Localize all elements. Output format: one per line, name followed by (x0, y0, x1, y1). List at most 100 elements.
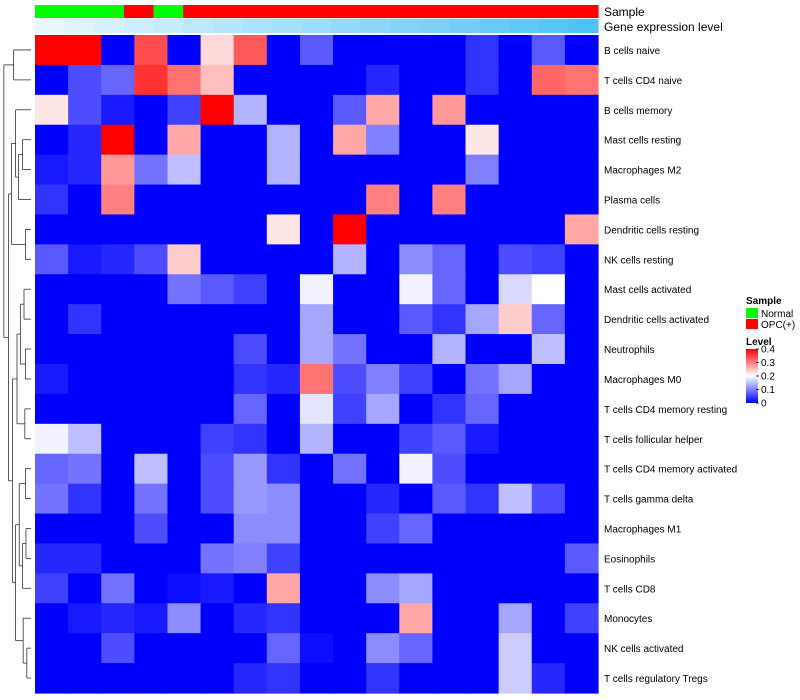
heatmap-cell (167, 543, 202, 574)
heatmap-cell (134, 35, 169, 66)
heatmap-cell (399, 633, 434, 664)
heatmap-cell (68, 64, 102, 96)
heatmap-cell (465, 663, 500, 694)
heatmap-cell (366, 483, 400, 515)
annotation-label-expression: Gene expression level (604, 20, 723, 34)
heatmap-cell (167, 124, 202, 156)
heatmap-cell (101, 483, 135, 515)
row-label: Mast cells resting (604, 136, 681, 147)
heatmap-cell (531, 244, 566, 275)
heatmap-cell (399, 124, 434, 156)
legend-level-tick-label: 0.1 (761, 385, 775, 396)
heatmap-cell (266, 603, 301, 634)
heatmap-cell (266, 573, 301, 604)
heatmap-cell (399, 274, 434, 305)
heatmap-cell (68, 663, 102, 694)
row-dendrogram (3, 49, 31, 679)
heatmap-cell (465, 393, 500, 425)
heatmap-cell (35, 124, 69, 156)
heatmap-cell (233, 603, 268, 634)
heatmap-cell (266, 513, 301, 545)
heatmap-cell (498, 35, 533, 66)
heatmap-cell (564, 124, 599, 156)
heatmap-cell (35, 543, 69, 574)
row-labels: B cells naive T cells CD4 naive B cells me… (604, 46, 737, 685)
heatmap-cell (266, 154, 301, 186)
sample-annotation-cell (64, 5, 95, 18)
heatmap-cell (564, 364, 599, 395)
heatmap-cell (200, 663, 235, 694)
heatmap-cell (531, 453, 566, 485)
heatmap-cell (200, 633, 235, 664)
heatmap-cell (35, 453, 69, 485)
heatmap-cell (167, 64, 202, 96)
heatmap-cell (167, 573, 202, 604)
heatmap-cell (465, 304, 500, 335)
heatmap-cell (101, 543, 135, 574)
heatmap-cell (299, 633, 334, 664)
heatmap-cell (564, 274, 599, 305)
heatmap-cell (167, 483, 202, 515)
expression-annotation-cell (153, 19, 184, 33)
heatmap-cell (167, 334, 202, 365)
heatmap-cell (233, 94, 268, 126)
heatmap-cell (233, 124, 268, 156)
heatmap-cell (299, 304, 334, 335)
heatmap-cell (299, 64, 334, 96)
sample-annotation-cell (183, 5, 214, 18)
expression-annotation-cell (331, 19, 362, 33)
heatmap-cell (134, 184, 169, 216)
sample-annotation-cell (272, 5, 303, 18)
heatmap-cell (366, 334, 400, 365)
heatmap-cell (531, 633, 566, 664)
heatmap-cell (564, 64, 599, 96)
heatmap-cell (134, 603, 169, 634)
heatmap-cell (134, 334, 169, 365)
heatmap-cell (333, 633, 367, 664)
row-label: Dendritic cells activated (604, 315, 709, 326)
heatmap-cell (531, 423, 566, 455)
heatmap-cell (101, 364, 135, 395)
legend-sample-title: Sample (746, 296, 782, 307)
expression-annotation-cell (360, 19, 392, 33)
heatmap-cell (134, 393, 169, 425)
heatmap-cell (68, 124, 102, 156)
heatmap-cell (35, 64, 69, 96)
heatmap-cell (299, 663, 334, 694)
heatmap-cell (299, 483, 334, 515)
heatmap-cell (233, 334, 268, 365)
heatmap-cell (465, 633, 500, 664)
legend: Sample Normal OPC(+) Level 0.4 0.3 0.2 0.1 0 (746, 296, 795, 410)
heatmap-cell (233, 513, 268, 545)
row-label: Plasma cells (604, 196, 660, 207)
row-label: T cells CD4 naive (604, 76, 683, 87)
heatmap-cell (68, 393, 102, 425)
legend-level-tick-label: 0.3 (761, 358, 775, 369)
heatmap-cell (333, 334, 367, 365)
heatmap-cell (432, 543, 467, 574)
heatmap-cell (266, 304, 301, 335)
heatmap-cell (564, 184, 599, 216)
heatmap-cell (200, 214, 235, 245)
heatmap-cell (101, 453, 135, 485)
expression-annotation-cell (301, 19, 332, 33)
heatmap-cell (167, 94, 202, 126)
heatmap-cell (498, 483, 533, 515)
heatmap-cell (498, 64, 533, 96)
heatmap-cell (167, 154, 202, 186)
heatmap-cell (200, 603, 235, 634)
heatmap-cell (167, 214, 202, 245)
heatmap-cell (134, 94, 169, 126)
heatmap-cell (200, 244, 235, 275)
heatmap-cell (266, 64, 301, 96)
expression-annotation-cell (212, 19, 244, 33)
heatmap-cell (299, 154, 334, 186)
heatmap-cell (134, 423, 169, 455)
row-label: Mast cells activated (604, 285, 691, 296)
heatmap-cell (432, 453, 467, 485)
heatmap-cell (366, 94, 400, 126)
heatmap-cell (366, 364, 400, 395)
heatmap-cell (233, 184, 268, 216)
heatmap-cell (200, 513, 235, 545)
legend-normal-label: Normal (761, 309, 793, 320)
